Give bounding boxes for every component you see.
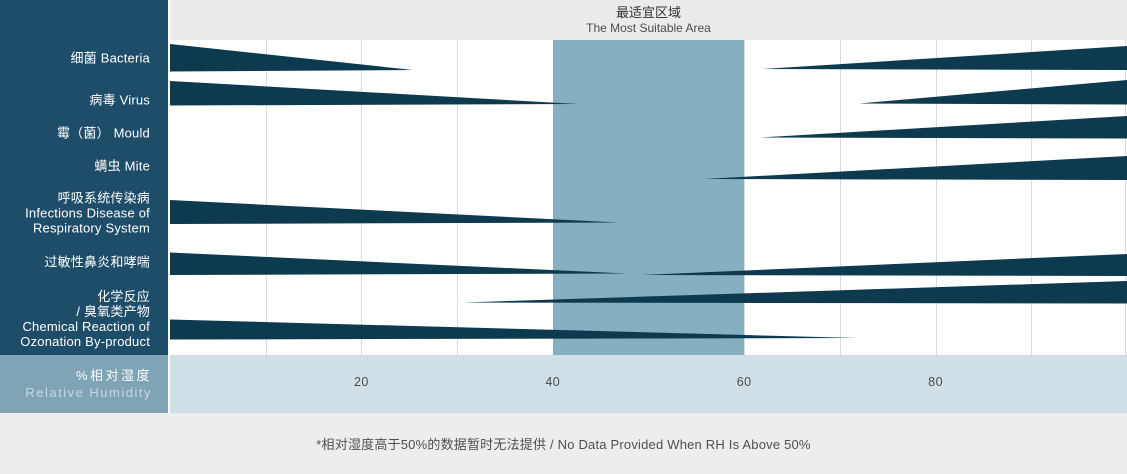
wedge-row7-right <box>462 281 1127 304</box>
footnote-strip: *相对湿度高于50%的数据暂时无法提供 / No Data Provided W… <box>0 413 1127 474</box>
wedge-row2-right <box>859 80 1127 105</box>
gridline-rh-20 <box>361 40 363 355</box>
plot-area <box>170 40 1127 355</box>
gridline-rh-70 <box>839 40 841 355</box>
axis-label-en: Relative Humidity <box>25 385 152 400</box>
tick-label-40: 40 <box>545 375 561 389</box>
chart-title-en: The Most Suitable Area <box>586 20 711 35</box>
row-label-virus: 病毒 Virus <box>89 92 150 108</box>
axis-label-zh: %相对湿度 <box>75 368 152 383</box>
wedge-row6-right <box>641 254 1127 276</box>
row-label-mite: 螨虫 Mite <box>94 158 150 174</box>
gridline-rh-80 <box>935 40 937 355</box>
chart-title-zh: 最适宜区域 <box>615 4 681 20</box>
row-label-chemical: 化学反应 / 臭氧类产物 Chemical Reaction of Ozonation… <box>20 289 150 349</box>
row-label-respiratory: 呼吸系统传染病 Infections Disease of Respiratory … <box>25 190 150 236</box>
humidity-axis: 20 40 60 80 <box>170 355 1127 413</box>
axis-label-cell: %相对湿度 Relative Humidity <box>0 355 168 413</box>
wedge-row6-left <box>170 252 627 275</box>
gridline-rh-100 <box>1125 40 1126 355</box>
footnote-text: *相对湿度高于50%的数据暂时无法提供 / No Data Provided W… <box>316 437 811 452</box>
gridline-rh-10 <box>265 40 267 355</box>
gridline-rh-60 <box>744 40 746 355</box>
tick-label-60: 60 <box>736 375 752 389</box>
wedge-row3-right <box>760 116 1127 139</box>
wedge-row1-left <box>170 44 414 72</box>
wedge-row4-right <box>704 156 1127 180</box>
chart-header: 最适宜区域 The Most Suitable Area <box>170 0 1127 40</box>
row-label-mould: 霉（菌） Mould <box>56 125 150 141</box>
wedge-row2-left <box>170 81 578 106</box>
tick-label-20: 20 <box>353 375 369 389</box>
wedge-row7-left <box>170 319 858 340</box>
wedges-layer <box>170 44 1127 340</box>
wedge-row1-right <box>762 46 1127 70</box>
gridline-rh-90 <box>1031 40 1033 355</box>
gridline-rh-30 <box>457 40 459 355</box>
row-label-bacteria: 细菌 Bacteria <box>70 50 150 66</box>
wedge-row5-left <box>170 200 618 224</box>
row-label-allergy: 过敏性鼻炎和哮喘 <box>44 254 150 270</box>
row-labels-sidebar: 细菌 Bacteria 病毒 Virus 霉（菌） Mould 螨虫 Mite 呼吸系统… <box>0 0 168 355</box>
tick-label-80: 80 <box>928 375 944 389</box>
